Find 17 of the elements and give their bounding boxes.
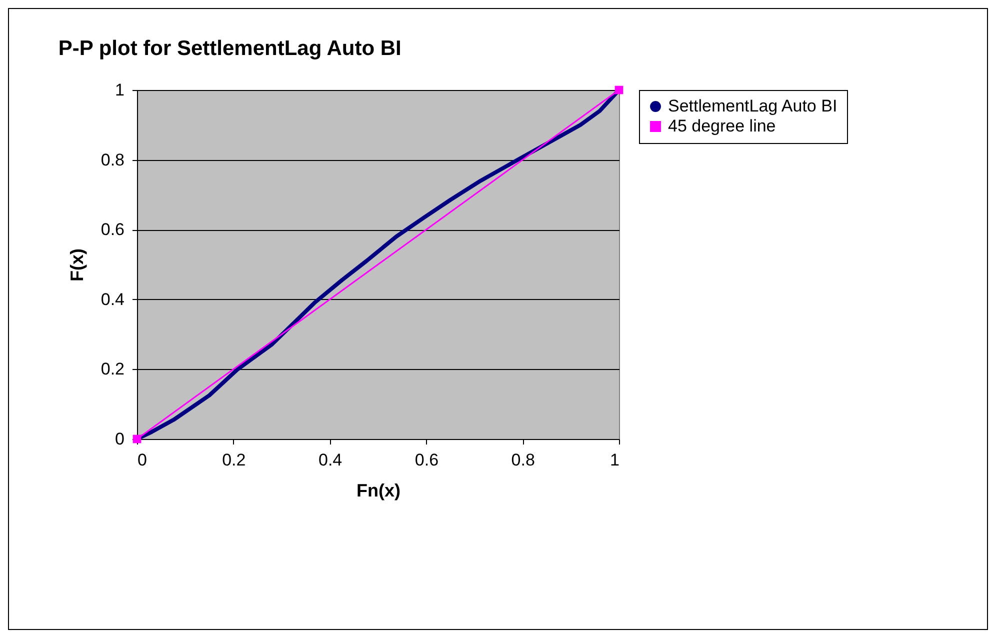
x-tick-label: 0.2 — [222, 450, 246, 470]
legend-label: 45 degree line — [668, 116, 776, 136]
y-tick-label: 0.4 — [100, 290, 124, 309]
x-tick-label: 0 — [138, 450, 147, 470]
x-axis-title: Fn(x) — [356, 480, 400, 500]
x-tick-label: 0.6 — [414, 450, 439, 470]
y-tick-label: 0.2 — [100, 360, 124, 379]
y-tick-label: 0 — [115, 430, 124, 448]
y-tick-label: 0.8 — [100, 150, 124, 170]
y-tick-label: 1 — [115, 80, 124, 100]
legend-label: SettlementLag Auto BI — [668, 96, 838, 116]
x-tick-label: 1 — [610, 450, 620, 470]
x-tick-label: 0.4 — [318, 450, 342, 470]
y-axis-title: F(x) — [66, 248, 87, 282]
x-tick-label: 0.8 — [511, 450, 535, 470]
y-tick-label: 0.6 — [100, 220, 124, 240]
chart-title: P-P plot for SettlementLag Auto BI — [58, 37, 402, 60]
